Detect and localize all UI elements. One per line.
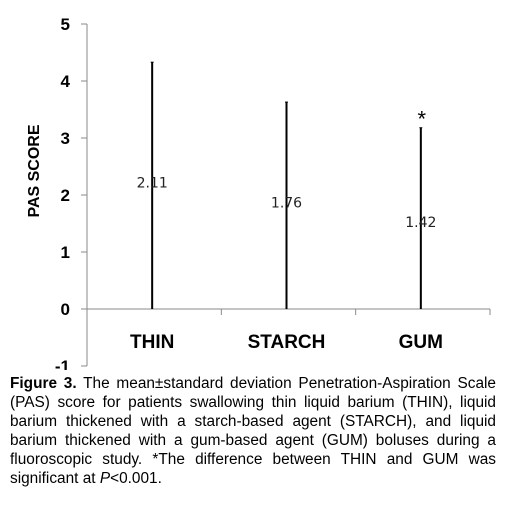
p-symbol: P [99, 470, 111, 487]
caption-text: The mean±standard deviation Penetration-… [10, 375, 496, 487]
y-axis-label: PAS SCORE [26, 124, 43, 217]
x-tick-label: GUM [399, 332, 443, 353]
p-value: <0.001. [110, 470, 162, 487]
x-tick-label: THIN [130, 332, 174, 353]
significance-marker: * [418, 107, 427, 132]
y-tick-label: 2 [61, 186, 70, 205]
y-tick-label: 1 [61, 243, 70, 262]
x-axis: THIN STARCH GUM [86, 308, 491, 353]
data-label: 1.42 [405, 215, 436, 231]
figure-caption: Figure 3. The mean±standard deviation Pe… [10, 374, 496, 488]
data-labels: 2.11 1.76 1.42 * [137, 107, 437, 231]
data-label: 2.11 [137, 176, 168, 192]
data-label: 1.76 [271, 196, 302, 212]
y-axis: -1 0 1 2 3 4 5 [55, 15, 88, 370]
x-tick-label: STARCH [248, 332, 326, 353]
pas-score-chart: -1 0 1 2 3 4 5 THIN STARCH GUM 2.11 1.76 1.42 * PAS… [26, 15, 491, 370]
y-tick-label: 0 [61, 300, 70, 319]
error-bars [150, 61, 423, 309]
figure-label: Figure 3. [10, 375, 77, 392]
y-tick-label: 3 [61, 129, 70, 148]
y-tick-label: 5 [61, 15, 70, 34]
y-tick-label: -1 [55, 357, 70, 370]
y-tick-label: 4 [61, 72, 71, 91]
